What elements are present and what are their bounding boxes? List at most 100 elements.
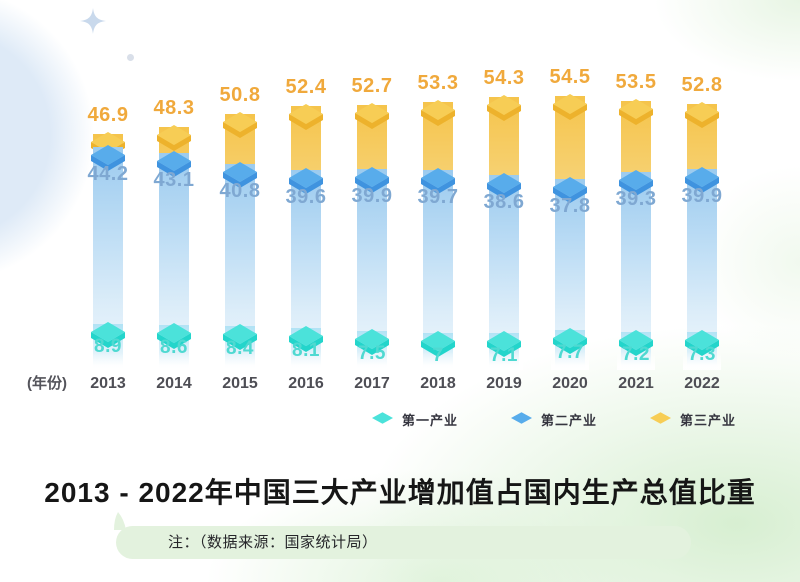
- secondary-cap-icon: [421, 167, 455, 194]
- tertiary-value-label: 53.5: [615, 70, 657, 93]
- primary-value-label: 8.9: [94, 335, 122, 357]
- primary-value-label: 7.7: [556, 341, 584, 363]
- bar-column-2015: 50.8 40.8 8.4 2015: [207, 70, 273, 392]
- secondary-value-label: 39.6: [285, 186, 327, 208]
- tertiary-cap-icon: [157, 124, 191, 151]
- primary-cap-icon: [553, 327, 587, 354]
- secondary-value-label: 38.6: [483, 191, 525, 213]
- secondary-value-label: 37.8: [549, 195, 591, 217]
- secondary-value-label: 43.1: [153, 168, 195, 191]
- secondary-cap-icon: [619, 169, 653, 196]
- secondary-cap-icon: [157, 150, 191, 177]
- secondary-value-label: 44.2: [87, 163, 129, 185]
- primary-value-label: 7.3: [688, 343, 716, 365]
- legend-diamond-icon: [372, 411, 393, 429]
- year-label: 2022: [684, 375, 720, 392]
- year-label: 2014: [156, 375, 192, 392]
- secondary-cap-icon: [289, 168, 323, 194]
- secondary-value-label: 39.3: [615, 187, 657, 210]
- secondary-cap-icon: [553, 177, 587, 203]
- sparkle-star-icon: [80, 8, 106, 39]
- primary-value-label: 7.1: [490, 344, 518, 366]
- tertiary-cap-icon: [487, 94, 521, 121]
- primary-value-label: 7.2: [622, 344, 650, 365]
- secondary-cap-icon: [355, 166, 389, 193]
- bar-base-fade: [221, 352, 259, 370]
- bar-column-2019: 54.3 38.6 7.1 2019: [471, 66, 537, 393]
- secondary-cap-icon: [223, 162, 257, 188]
- bar-column-2014: 48.3 43.1 8.6 2014: [141, 70, 207, 393]
- x-axis-unit-label: (年份): [27, 375, 67, 392]
- legend-item-第三产业: 第三产业: [650, 410, 736, 429]
- primary-value-label: 8.6: [160, 337, 188, 358]
- bar-base-fade: [155, 352, 193, 370]
- tertiary-cap-icon: [553, 93, 587, 120]
- tertiary-cap-icon: [685, 102, 719, 128]
- bar-base-fade: [485, 352, 523, 370]
- year-label: 2020: [552, 375, 588, 392]
- tertiary-cap-icon: [355, 102, 389, 129]
- bar-base-fade: [617, 352, 655, 370]
- note-text: 注：（数据来源：国家统计局）: [168, 534, 378, 551]
- bar-base-fade: [287, 352, 325, 370]
- tertiary-cap-icon: [289, 104, 323, 130]
- year-label: 2013: [90, 375, 126, 392]
- bar-base-fade: [683, 352, 721, 370]
- tertiary-cap-icon: [223, 112, 257, 138]
- secondary-cap-icon: [685, 166, 719, 193]
- legend-item-第一产业: 第一产业: [372, 410, 458, 429]
- legend-label: 第二产业: [541, 413, 598, 428]
- tertiary-value-label: 53.3: [417, 71, 459, 94]
- note-bubble-tail: [114, 512, 134, 535]
- bar-column-2017: 52.7 39.9 7.5 2017: [339, 70, 405, 393]
- primary-cap-icon: [619, 330, 653, 356]
- legend-label: 第三产业: [680, 413, 737, 428]
- tertiary-value-label: 52.8: [681, 74, 723, 96]
- note-bubble: [116, 526, 691, 559]
- tertiary-value-label: 50.8: [219, 84, 261, 106]
- tertiary-value-label: 52.4: [285, 76, 327, 98]
- legend-diamond-icon: [511, 411, 533, 429]
- tertiary-value-label: 52.7: [351, 74, 393, 97]
- secondary-cap-icon: [91, 145, 125, 171]
- year-label: 2018: [420, 375, 456, 392]
- secondary-value-label: 39.9: [681, 184, 723, 207]
- bar-column-2013: 46.9 44.2 8.9 2013: [75, 70, 141, 393]
- bar-base-fade: [419, 352, 457, 370]
- tertiary-value-label: 54.3: [483, 66, 525, 89]
- secondary-value-label: 39.7: [417, 185, 459, 208]
- tertiary-cap-icon: [619, 98, 653, 125]
- primary-cap-icon: [91, 321, 125, 348]
- bar-column-2016: 52.4 39.6 8.1 2016: [273, 70, 339, 392]
- dot-decoration: [127, 54, 134, 61]
- primary-cap-icon: [223, 324, 257, 350]
- primary-value-label: 7: [432, 345, 444, 366]
- primary-value-label: 8.4: [226, 338, 254, 359]
- primary-value-label: 8.1: [292, 339, 320, 361]
- chart-title: 2013 - 2022年中国三大产业增加值占国内生产总值比重: [44, 477, 756, 508]
- primary-value-label: 7.5: [358, 342, 386, 364]
- tertiary-cap-icon: [421, 99, 455, 126]
- tertiary-value-label: 48.3: [153, 96, 195, 119]
- bar-column-2018: 53.3 39.7 7 2018: [405, 70, 471, 393]
- primary-cap-icon: [157, 323, 191, 349]
- legend: 第一产业 第二产业 第三产业: [372, 410, 736, 429]
- tertiary-value-label: 54.5: [549, 65, 591, 88]
- bar-column-2022: 52.8 39.9 7.3 2022: [669, 70, 735, 392]
- secondary-value-label: 40.8: [219, 180, 261, 202]
- legend-item-第二产业: 第二产业: [511, 410, 597, 429]
- bar-column-2020: 54.5 37.8 7.7 2020: [537, 66, 603, 393]
- year-label: 2021: [618, 375, 654, 392]
- secondary-value-label: 39.9: [351, 184, 393, 207]
- tertiary-value-label: 46.9: [87, 103, 129, 126]
- year-label: 2019: [486, 375, 522, 392]
- primary-cap-icon: [685, 329, 719, 356]
- year-label: 2016: [288, 375, 324, 392]
- primary-cap-icon: [355, 328, 389, 355]
- year-label: 2017: [354, 375, 390, 392]
- bar-column-2021: 53.5 39.3 7.2 2021: [603, 70, 669, 393]
- primary-cap-icon: [289, 325, 323, 352]
- bar-base-fade: [551, 352, 589, 370]
